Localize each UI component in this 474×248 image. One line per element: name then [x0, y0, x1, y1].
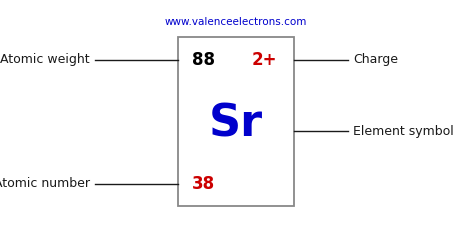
Text: 2+: 2+	[252, 51, 277, 68]
Text: Atomic weight: Atomic weight	[0, 53, 90, 66]
Text: Sr: Sr	[209, 102, 263, 146]
Text: Charge: Charge	[353, 53, 398, 66]
Bar	[178, 37, 294, 206]
Text: Atomic number: Atomic number	[0, 177, 90, 190]
Text: Element symbol: Element symbol	[353, 125, 454, 138]
Text: 38: 38	[192, 175, 215, 192]
Text: www.valenceelectrons.com: www.valenceelectrons.com	[165, 17, 307, 27]
Text: 88: 88	[192, 51, 215, 68]
